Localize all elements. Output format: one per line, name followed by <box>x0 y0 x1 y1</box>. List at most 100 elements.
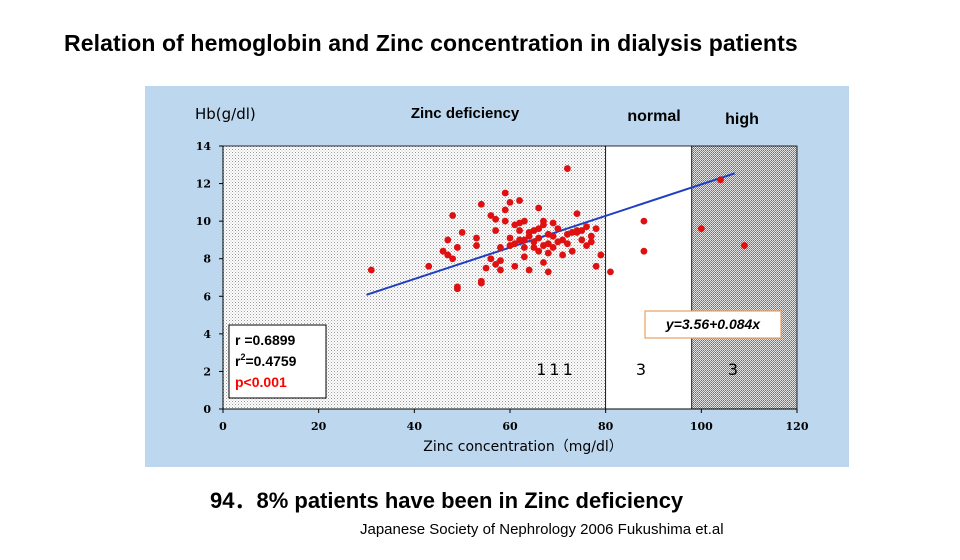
region-1 <box>605 145 693 410</box>
data-point <box>544 240 552 248</box>
data-point <box>564 240 571 248</box>
data-point <box>535 225 543 233</box>
regression-equation: y=3.56+0.084x <box>665 316 761 332</box>
data-point <box>501 189 509 197</box>
data-point <box>492 215 500 223</box>
data-point <box>583 242 590 249</box>
data-point <box>587 238 595 246</box>
x-axis-label: Zinc concentration（mg/dl） <box>423 439 622 455</box>
data-point <box>578 227 586 234</box>
y-tick-label: 14 <box>196 140 212 153</box>
slide-title: Relation of hemoglobin and Zinc concentr… <box>64 30 798 56</box>
data-point <box>453 244 461 251</box>
x-tick-label: 0 <box>219 420 227 433</box>
data-point <box>453 285 461 293</box>
data-point <box>520 253 528 261</box>
data-point <box>501 206 509 214</box>
stats-box: r =0.6899 r2=0.4759 p<0.001 <box>228 324 327 399</box>
data-point <box>549 232 557 240</box>
data-point <box>477 277 485 285</box>
region-label-deficiency: Zinc deficiency <box>411 105 520 122</box>
y-tick-label: 12 <box>196 178 211 191</box>
data-point <box>506 198 514 206</box>
data-point <box>501 217 509 225</box>
data-point <box>487 212 495 219</box>
x-tick-label: 80 <box>598 420 614 433</box>
data-point <box>530 244 538 251</box>
data-point <box>640 247 648 255</box>
data-point <box>540 221 547 229</box>
equation-box: y=3.56+0.084x <box>644 310 782 339</box>
data-point <box>473 234 480 242</box>
data-point <box>511 262 519 270</box>
stat-r2-sup: 2 <box>240 352 245 362</box>
data-point <box>535 204 543 212</box>
data-point <box>497 244 504 251</box>
data-point <box>473 242 480 249</box>
data-point <box>559 236 567 244</box>
conclusion-text: 94．8% patients have been in Zinc deficie… <box>210 488 684 513</box>
data-point <box>516 236 523 244</box>
data-point <box>740 242 748 249</box>
data-point <box>439 247 447 255</box>
points-layer <box>367 165 748 293</box>
data-point <box>444 236 452 244</box>
data-point <box>597 251 605 259</box>
data-point <box>583 223 590 231</box>
data-point <box>549 244 557 251</box>
data-point <box>607 268 614 276</box>
data-point <box>535 247 543 255</box>
count-normal: 3 <box>636 360 646 379</box>
stat-r2-value: =0.4759 <box>245 353 296 369</box>
data-point <box>492 260 500 268</box>
data-point <box>535 234 543 242</box>
data-point <box>487 255 495 263</box>
chart-panel: 0 20 40 60 80 100 120 0 2 4 6 8 10 12 14 Hb(g/dl) Zinc… <box>145 86 849 467</box>
x-tick-label: 20 <box>311 420 327 433</box>
data-point <box>444 251 452 259</box>
data-point <box>492 227 500 234</box>
stat-r2-base: r <box>235 353 241 369</box>
data-point <box>559 251 567 259</box>
data-point <box>497 266 504 274</box>
data-point <box>511 240 519 248</box>
data-point <box>640 217 648 225</box>
scatter-chart: 0 20 40 60 80 100 120 0 2 4 6 8 10 12 14 Hb(g/dl) Zinc… <box>195 105 809 455</box>
data-point <box>592 225 600 233</box>
data-point <box>544 268 552 276</box>
count-deficiency: 111 <box>536 360 576 379</box>
y-tick-label: 0 <box>203 403 211 416</box>
data-point <box>477 200 485 208</box>
y-tick-label: 4 <box>203 328 211 341</box>
data-point <box>530 238 538 246</box>
y-tick-label: 6 <box>203 290 211 303</box>
x-tick-label: 100 <box>690 420 713 433</box>
stat-r2: r2=0.4759 <box>235 352 297 369</box>
data-point <box>554 225 562 233</box>
data-point <box>516 197 523 204</box>
y-tick-label: 8 <box>203 253 211 266</box>
citation-text: Japanese Society of Nephrology 2006 Fuku… <box>360 521 724 538</box>
data-point <box>520 217 528 225</box>
data-point <box>549 219 557 227</box>
x-tick-label: 40 <box>407 420 423 433</box>
data-point <box>578 236 586 244</box>
axes: 0 20 40 60 80 100 120 0 2 4 6 8 10 12 14 <box>196 140 809 433</box>
x-tick-label: 60 <box>502 420 518 433</box>
data-point <box>516 227 523 234</box>
data-point <box>540 259 547 266</box>
stat-p: p<0.001 <box>235 374 287 390</box>
x-tick-label: 120 <box>786 420 809 433</box>
data-point <box>520 244 528 251</box>
y-tick-label: 2 <box>203 365 211 378</box>
region-2 <box>691 145 798 410</box>
region-label-high: high <box>725 111 759 128</box>
data-point <box>458 229 466 236</box>
data-point <box>497 257 504 264</box>
data-point <box>573 227 581 234</box>
data-point <box>449 212 456 219</box>
data-point <box>367 266 375 274</box>
data-point <box>592 262 600 270</box>
data-point <box>717 176 724 184</box>
data-point <box>573 210 581 218</box>
